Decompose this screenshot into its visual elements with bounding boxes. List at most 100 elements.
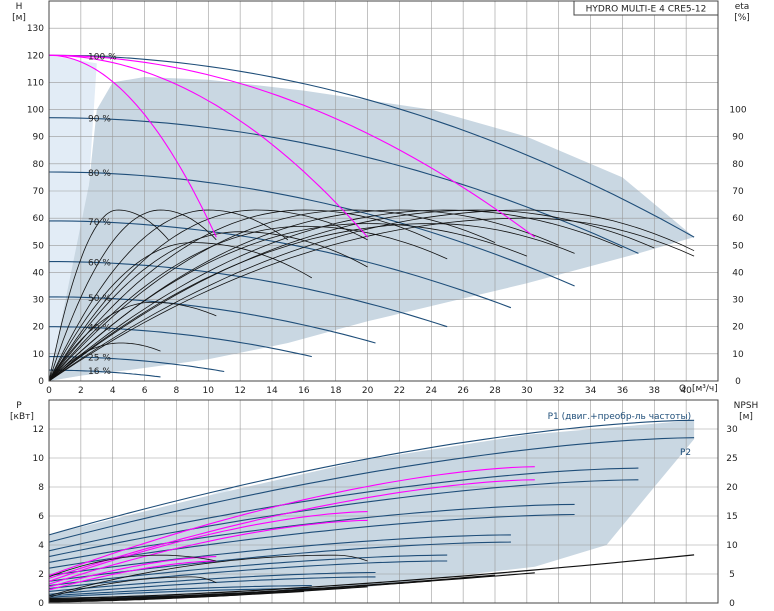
q-tick-label: 12 — [234, 386, 245, 396]
q-tick-label: 4 — [110, 386, 116, 396]
head-curve — [49, 261, 448, 328]
p-tick-label: 10 — [33, 454, 45, 464]
h-tick-label: 90 — [33, 133, 45, 143]
npsh-curve — [48, 580, 432, 602]
h-tick-label: 130 — [27, 24, 44, 34]
chart-title: HYDRO MULTI-E 4 CRE5-12 — [586, 5, 707, 15]
q-tick-label: 30 — [521, 386, 533, 396]
speed-label: 70 % — [88, 218, 111, 228]
eta-tick-label: 30 — [732, 296, 744, 306]
power-bump-curve — [48, 554, 217, 578]
h-tick-label: 100 — [27, 106, 44, 116]
h-tick-label: 30 — [33, 296, 45, 306]
eta-tick-label: 50 — [732, 241, 744, 251]
system-power-curve — [48, 519, 368, 585]
head-curve — [48, 117, 639, 254]
q-tick-label: 10 — [203, 386, 215, 396]
p-tick-label: 0 — [38, 599, 44, 609]
efficiency-curve — [48, 209, 655, 382]
h-tick-label: 0 — [38, 377, 44, 387]
series-label: P2 — [680, 448, 691, 458]
q-tick-label: 2 — [78, 386, 84, 396]
head-curve — [49, 220, 512, 309]
eta-tick-label: 10 — [732, 350, 744, 360]
eta-tick-label: 90 — [732, 133, 744, 143]
p-tick-label: 2 — [38, 570, 44, 580]
q-tick-label: 22 — [394, 386, 405, 396]
power-curve — [48, 587, 312, 598]
power-bump-curve — [48, 554, 368, 597]
q-tick-label: 14 — [266, 386, 278, 396]
q-tick-label: 26 — [457, 386, 469, 396]
q-tick-label: 18 — [330, 386, 342, 396]
h-tick-label: 40 — [33, 268, 45, 278]
speed-label: 16 % — [88, 367, 111, 377]
system-curve — [48, 54, 536, 238]
npsh-tick-label: 25 — [726, 454, 737, 464]
q-tick-label: 34 — [585, 386, 597, 396]
npsh-axis-label: NPSH — [734, 401, 759, 411]
power-panel: 0 2 4 6 8 10 12 0 5 10 15 20 25 30 P1 (двиг.+преобр-… — [10, 399, 759, 609]
p-tick-label: 8 — [38, 483, 44, 493]
q-tick-label: 32 — [553, 386, 564, 396]
power-envelope — [49, 420, 695, 599]
eta-tick-label: 20 — [732, 323, 744, 333]
system-power-curve — [48, 556, 217, 588]
system-power-curve — [48, 560, 217, 591]
speed-label: 50 % — [88, 294, 111, 304]
h-tick-label: 80 — [33, 160, 45, 170]
eta-tick-label: 70 — [732, 187, 744, 197]
npsh-curve — [49, 594, 241, 603]
eta-tick-label: 40 — [732, 268, 744, 278]
eta-tick-label: 0 — [735, 377, 741, 387]
head-curve — [48, 171, 575, 287]
speed-label: 100 % — [88, 52, 117, 62]
q-tick-label: 0 — [46, 386, 52, 396]
q-tick-label: 28 — [489, 386, 501, 396]
efficiency-curve — [48, 242, 313, 382]
efficiency-curve — [48, 231, 368, 382]
system-power-curve — [48, 511, 368, 582]
q-tick-label: 8 — [174, 386, 180, 396]
npsh-tick-label: 30 — [726, 425, 738, 435]
q-axis-name: Q — [679, 384, 686, 394]
speed-label: 25 % — [88, 354, 111, 364]
system-power-curve — [48, 479, 535, 579]
npsh-tick-label: 20 — [726, 483, 738, 493]
head-panel: 0 2 4 6 8 10 12 14 16 18 20 22 24 26 28 30 32 34 36 38 40 01… — [12, 0, 750, 396]
efficiency-curve — [48, 209, 695, 382]
p-tick-label: 4 — [38, 541, 44, 551]
p-axis-unit: [кВт] — [10, 412, 34, 422]
q-tick-label: 40 — [680, 386, 692, 396]
npsh-tick-label: 5 — [729, 570, 735, 580]
eta-tick-label: 100 — [729, 106, 746, 116]
power-curve — [48, 576, 376, 595]
efficiency-curve — [48, 209, 496, 382]
eta-axis-unit: [%] — [734, 13, 750, 23]
h-axis-unit: [м] — [12, 13, 26, 23]
power-curve — [48, 503, 575, 563]
npsh-curve — [48, 554, 695, 599]
h-tick-label: 120 — [27, 51, 44, 61]
q-tick-label: 20 — [362, 386, 374, 396]
npsh-tick-label: 0 — [729, 599, 735, 609]
power-curve — [48, 467, 639, 552]
speed-label: 60 % — [88, 259, 111, 269]
series-label: P1 (двиг.+преобр-ль частоты) — [548, 412, 692, 422]
power-curve — [48, 554, 448, 587]
power-curve — [48, 513, 575, 569]
h-tick-label: 110 — [27, 78, 44, 88]
speed-label: 90 % — [88, 115, 111, 125]
head-curve — [49, 369, 161, 378]
npsh-axis-unit: [м] — [739, 412, 753, 422]
p-tick-label: 12 — [33, 425, 44, 435]
efficiency-curve — [48, 217, 695, 382]
h-tick-label: 70 — [33, 187, 45, 197]
efficiency-curve — [48, 209, 289, 382]
efficiency-curve — [48, 223, 575, 382]
system-curve — [48, 54, 369, 238]
system-power-curve — [48, 466, 535, 577]
h-tick-label: 60 — [33, 214, 45, 224]
power-curve — [48, 571, 376, 592]
